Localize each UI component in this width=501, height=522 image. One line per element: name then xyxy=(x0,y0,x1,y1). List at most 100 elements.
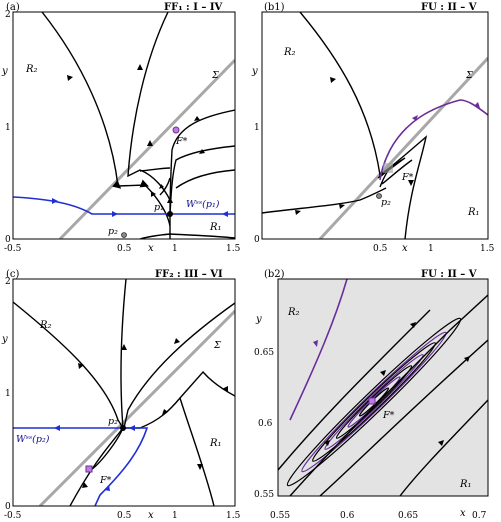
xtick-a-1: 0.5 xyxy=(117,244,132,254)
unstable-orbit-b1 xyxy=(379,99,488,181)
xtick-c-1: 0.5 xyxy=(117,511,132,521)
panel-b1: (b1) FU : II – V R₂ R₁ Σ F* p₂ 0.5 1 1.5… xyxy=(251,2,495,254)
ytick-b2-1: 0.6 xyxy=(258,419,273,429)
arrow-c-blue-2 xyxy=(129,425,135,431)
arrow-a-7 xyxy=(167,197,173,203)
xtick-a-2: 1 xyxy=(172,244,178,254)
xname-b2: x xyxy=(460,508,466,519)
panel-title-c: FF₂ : III – VI xyxy=(155,269,223,280)
ytick-b1-1: 1 xyxy=(254,123,260,133)
region-r2-b2: R₂ xyxy=(287,307,300,318)
ytick-a-0: 0 xyxy=(5,235,11,245)
region-r2-a: R₂ xyxy=(25,64,38,75)
ytick-a-2: 2 xyxy=(5,10,11,20)
arrow-b1-p xyxy=(412,115,418,121)
arrow-c-2 xyxy=(121,344,127,350)
xtick-b2-3: 0.7 xyxy=(472,511,487,521)
p2-label-b1: p₂ xyxy=(381,197,391,208)
arrow-b1-2 xyxy=(295,210,301,215)
panel-label-c: (c) xyxy=(6,269,20,280)
orbit-a-7 xyxy=(159,177,171,196)
yname-c: y xyxy=(1,334,8,345)
p1-point xyxy=(167,211,173,217)
p2-point-c xyxy=(120,425,126,431)
arrow-a-8 xyxy=(199,149,205,154)
switching-surface-line xyxy=(58,58,235,239)
arrow-c-1 xyxy=(78,363,84,369)
xname-a: x xyxy=(148,243,154,254)
arrow-c-blue-1 xyxy=(54,425,60,431)
ytick-b1-0: 0 xyxy=(254,235,260,245)
region-r1-a: R₁ xyxy=(209,222,222,233)
orbit-a-4 xyxy=(169,145,235,216)
xtick-a-3: 1.5 xyxy=(226,244,241,254)
panel-b2-frame xyxy=(277,278,489,497)
orbit-b1-2 xyxy=(262,187,387,214)
region-r1-b1: R₁ xyxy=(467,207,480,218)
sigma-label-c: Σ xyxy=(213,340,221,351)
unstable-orbit-b2 xyxy=(289,279,348,421)
yname-a: y xyxy=(1,66,8,77)
arrow-a-3 xyxy=(137,64,143,70)
xtick-b1-2: 1.5 xyxy=(480,244,495,254)
xtick-b2-0: 0.55 xyxy=(270,511,290,521)
region-r1-b2: R₁ xyxy=(459,479,472,490)
panel-c: (c) FF₂ : III – VI R₂ R₁ Σ F* p₂ Wˢˢ(p₂)… xyxy=(1,269,241,521)
xtick-b1-0: 0.5 xyxy=(373,244,388,254)
orbit-a-8 xyxy=(139,233,235,239)
arrow-b2-3 xyxy=(324,440,330,446)
arrow-a-blue-2 xyxy=(112,211,118,217)
arrow-c-blue-3 xyxy=(104,485,110,491)
ytick-b2-2: 0.65 xyxy=(254,348,274,358)
ytick-c-1: 1 xyxy=(5,389,11,399)
fstar-label-b2: F* xyxy=(382,410,395,421)
stable-manifold-c xyxy=(13,427,149,506)
orbit-c-6 xyxy=(69,427,124,506)
orbit-c-1 xyxy=(13,301,124,429)
orbit-a-5 xyxy=(175,169,235,189)
xtick-a-0: -0.5 xyxy=(4,244,22,254)
sigma-label-b1: Σ xyxy=(465,70,473,81)
p2-label-a: p₂ xyxy=(108,226,118,237)
arrow-b1-4 xyxy=(408,180,414,186)
fstar-label-a: F* xyxy=(175,136,188,147)
p2-point-a xyxy=(121,232,127,238)
arrow-a-blue-1 xyxy=(52,198,58,204)
panel-title-b1: FU : II – V xyxy=(421,2,477,13)
arrow-b1-3 xyxy=(339,204,345,209)
orbit-b1-1 xyxy=(299,12,428,239)
arrow-a-1 xyxy=(67,75,73,81)
arrow-b2-5 xyxy=(464,356,470,362)
orbit-c-2 xyxy=(120,279,127,429)
wss-label-c: Wˢˢ(p₂) xyxy=(16,434,50,445)
xname-b1: x xyxy=(402,243,408,254)
orbit-b2-2 xyxy=(289,294,488,496)
xtick-b2-1: 0.6 xyxy=(340,511,355,521)
ytick-b2-0: 0.55 xyxy=(254,490,274,500)
wss-label-a: Wˢˢ(p₁) xyxy=(186,199,220,210)
ytick-c-2: 2 xyxy=(5,277,11,287)
orbit-b2-3 xyxy=(319,339,488,496)
panel-label-b2: (b2) xyxy=(264,269,285,280)
xname-c: x xyxy=(148,510,154,521)
orbit-a-3 xyxy=(169,109,235,216)
orbit-b1-5 xyxy=(381,159,413,185)
stable-manifold-a xyxy=(13,196,235,215)
panel-label-a: (a) xyxy=(6,2,20,13)
p1-label: p₁ xyxy=(154,202,164,213)
arrow-c-6 xyxy=(222,386,228,392)
region-r2-b1: R₂ xyxy=(283,47,296,58)
sigma-label-a: Σ xyxy=(211,70,219,81)
panel-a-frame xyxy=(12,11,236,240)
arrow-c-7 xyxy=(82,482,88,488)
panel-label-b1: (b1) xyxy=(264,2,285,13)
region-r1-c: R₁ xyxy=(209,438,222,449)
orbit-c-5 xyxy=(179,397,215,506)
orbit-c-3 xyxy=(123,302,235,429)
panel-c-frame xyxy=(12,278,236,507)
panel-title-a: FF₁ : I – IV xyxy=(164,2,223,13)
zoom-box-b1 xyxy=(383,163,393,173)
switching-surface-line-c xyxy=(38,309,235,506)
xtick-c-2: 1 xyxy=(172,511,178,521)
